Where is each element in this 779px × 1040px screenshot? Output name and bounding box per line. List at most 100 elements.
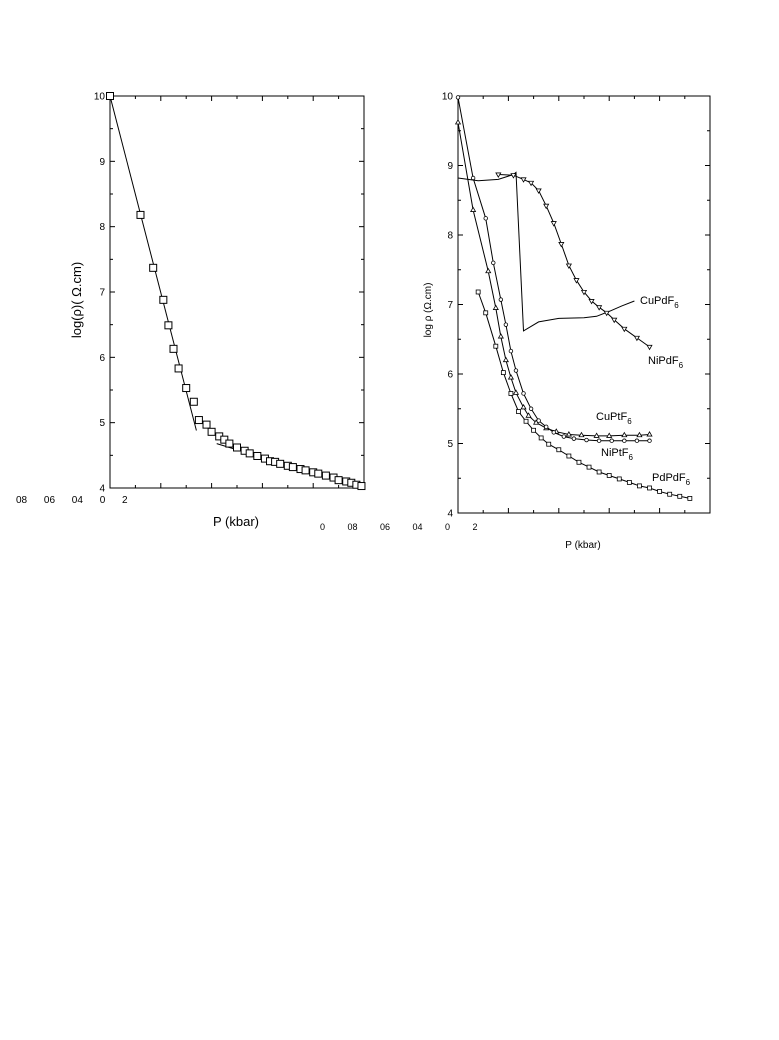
data-point-nipdf6 bbox=[573, 278, 580, 284]
series-label-pdpdf6: PdPdF6 bbox=[652, 472, 691, 487]
data-point-nipdf6 bbox=[646, 344, 653, 351]
data-point-pdpdf6 bbox=[566, 453, 572, 459]
right-y-tick-label: 6 bbox=[447, 370, 453, 381]
left-chart: 4 5 6 7 8 9 10 log(ρ)( Ω.cm) P (kbar) 08 06 04… bbox=[16, 92, 366, 529]
data-point-cuptf6 bbox=[507, 374, 515, 380]
data-point-pdpdf6 bbox=[576, 459, 582, 465]
left-y-tick-label: 10 bbox=[94, 92, 106, 103]
left-x-axis-label: P (kbar) bbox=[213, 514, 259, 529]
right-x-tick-text: 0 08 06 04 0 2 bbox=[320, 522, 478, 532]
right-y-axis-label: log ρ (Ω.cm) bbox=[423, 283, 434, 338]
data-point-nipdf6 bbox=[603, 310, 610, 317]
data-point-pdpdf6 bbox=[657, 489, 662, 494]
data-point-cuptf6 bbox=[646, 431, 653, 437]
data-point-nipdf6 bbox=[527, 180, 535, 187]
data-point-pdpdf6 bbox=[493, 343, 499, 349]
data-point-cuptf6 bbox=[470, 206, 477, 212]
data-point-niptf6 bbox=[596, 438, 602, 443]
data-point-nipdf6 bbox=[543, 203, 550, 210]
data-point-pdpdf6 bbox=[483, 310, 489, 316]
series-line-nipdf6 bbox=[498, 174, 650, 348]
data-point-cuptf6 bbox=[525, 412, 532, 418]
data-point-pdpdf6 bbox=[531, 427, 536, 433]
left-y-tick-label: 6 bbox=[99, 353, 105, 364]
left-data-point bbox=[225, 439, 234, 448]
data-point-pdpdf6 bbox=[667, 491, 673, 497]
left-data-point bbox=[169, 344, 178, 353]
data-point-niptf6 bbox=[470, 175, 476, 181]
left-fit-line bbox=[109, 95, 197, 431]
left-y-tick-label: 5 bbox=[99, 418, 105, 429]
data-point-nipdf6 bbox=[588, 299, 595, 305]
data-point-niptf6 bbox=[622, 438, 627, 443]
left-data-point bbox=[174, 364, 183, 373]
data-point-niptf6 bbox=[498, 297, 504, 302]
data-point-nipdf6 bbox=[611, 317, 618, 324]
data-point-niptf6 bbox=[513, 368, 519, 373]
right-y-tick-label: 5 bbox=[447, 439, 453, 450]
right-y-tick-label: 10 bbox=[442, 92, 454, 103]
left-data-point bbox=[288, 463, 297, 472]
right-y-tick-label: 4 bbox=[447, 509, 453, 520]
left-data-point bbox=[202, 420, 211, 429]
data-point-pdpdf6 bbox=[626, 480, 632, 485]
series-line-cuptf6 bbox=[457, 122, 650, 437]
data-point-nipdf6 bbox=[535, 188, 542, 194]
data-point-niptf6 bbox=[491, 260, 496, 265]
data-point-nipdf6 bbox=[558, 242, 565, 248]
data-point-nipdf6 bbox=[550, 221, 557, 227]
left-data-point bbox=[321, 471, 330, 480]
data-point-nipdf6 bbox=[520, 177, 527, 183]
data-point-nipdf6 bbox=[495, 172, 502, 178]
data-point-pdpdf6 bbox=[677, 493, 683, 499]
left-data-point bbox=[357, 482, 366, 491]
data-point-niptf6 bbox=[544, 424, 549, 430]
series-label-niptf6: NiPtF6 bbox=[601, 447, 634, 462]
data-point-cuptf6 bbox=[512, 389, 520, 395]
data-point-cuptf6 bbox=[636, 431, 643, 438]
data-point-pdpdf6 bbox=[687, 496, 693, 501]
data-point-niptf6 bbox=[634, 438, 640, 443]
left-data-point bbox=[136, 210, 145, 219]
left-y-axis-label: log(ρ)( Ω.cm) bbox=[69, 262, 84, 338]
data-point-niptf6 bbox=[584, 437, 589, 443]
data-point-cuptf6 bbox=[578, 431, 585, 438]
data-point-pdpdf6 bbox=[616, 476, 622, 482]
series-label-cuptf6: CuPtF6 bbox=[596, 411, 632, 426]
left-data-point bbox=[276, 459, 285, 468]
right-x-axis-label: P (kbar) bbox=[565, 540, 600, 551]
right-y-tick-label: 7 bbox=[447, 300, 453, 311]
left-y-tick-label: 9 bbox=[99, 157, 105, 168]
data-point-cuptf6 bbox=[497, 333, 504, 339]
data-point-niptf6 bbox=[647, 438, 652, 443]
left-y-tick-label: 7 bbox=[99, 288, 105, 299]
right-y-tick-label: 8 bbox=[447, 231, 453, 242]
left-y-tick-label: 8 bbox=[99, 222, 105, 233]
data-point-niptf6 bbox=[536, 418, 541, 423]
right-data-points bbox=[454, 95, 693, 501]
data-point-niptf6 bbox=[571, 436, 577, 441]
series-label-nipdf6: NiPdF6 bbox=[648, 355, 684, 370]
left-data-point bbox=[207, 427, 216, 436]
data-point-cuptf6 bbox=[454, 119, 462, 125]
data-point-cuptf6 bbox=[485, 267, 492, 274]
right-axes: 4 5 6 7 8 9 10 bbox=[442, 92, 711, 520]
data-point-nipdf6 bbox=[580, 289, 588, 296]
left-y-tick-label: 4 bbox=[99, 484, 105, 495]
data-point-pdpdf6 bbox=[556, 447, 562, 453]
left-data-point bbox=[194, 416, 203, 425]
data-point-niptf6 bbox=[551, 430, 556, 435]
left-data-point bbox=[314, 469, 323, 478]
data-point-cuptf6 bbox=[606, 432, 613, 438]
left-data-points bbox=[106, 92, 366, 491]
data-point-pdpdf6 bbox=[586, 464, 592, 470]
data-point-niptf6 bbox=[521, 391, 526, 396]
data-point-pdpdf6 bbox=[508, 391, 514, 396]
left-data-point bbox=[159, 295, 168, 304]
left-data-point bbox=[164, 321, 173, 330]
data-point-cuptf6 bbox=[492, 304, 499, 310]
data-point-cuptf6 bbox=[502, 356, 509, 363]
data-point-pdpdf6 bbox=[647, 485, 652, 491]
data-point-pdpdf6 bbox=[516, 409, 521, 414]
